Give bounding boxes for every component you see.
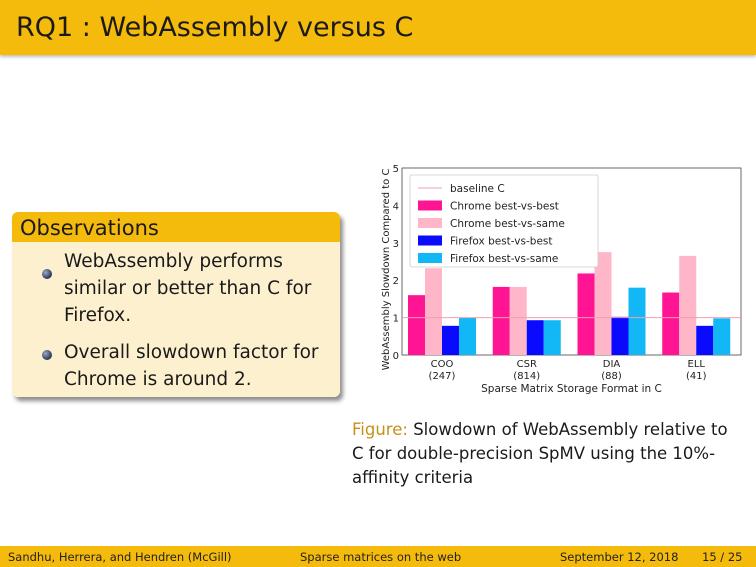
bullet-item: Overall slowdown factor for Chrome is ar… (64, 342, 319, 390)
observations-block: Observations WebAssembly performs simila… (12, 212, 340, 397)
bar (611, 316, 629, 355)
legend-label: Firefox best-vs-same (450, 253, 558, 265)
plot-frame (401, 167, 742, 356)
y-tick-label: 3 (393, 239, 399, 250)
bar (492, 286, 510, 355)
x-tick-label: COO (431, 359, 454, 370)
x-tick-count: (814) (513, 371, 540, 382)
bar (509, 286, 527, 355)
x-tick-count: (247) (429, 371, 456, 382)
footer-date: September 12, 2018 (560, 550, 679, 564)
x-axis-label: Sparse Matrix Storage Format in C (481, 383, 662, 395)
bar (459, 317, 476, 355)
observations-body: WebAssembly performs similar or better t… (12, 242, 340, 397)
legend-box (409, 174, 599, 268)
bullet-icon (42, 269, 52, 279)
slide-title: RQ1 : WebAssembly versus C (16, 12, 414, 43)
caption-text: Slowdown of WebAssembly relative to C fo… (352, 420, 728, 487)
legend-swatch (418, 235, 442, 246)
bar (662, 292, 680, 355)
footer: Sandhu, Herrera, and Hendren (McGill) Sp… (0, 546, 756, 567)
bar (408, 295, 425, 355)
bar (713, 318, 731, 355)
caption-label: Figure: (352, 420, 408, 439)
x-tick-label: CSR (517, 359, 537, 370)
legend-label: Firefox best-vs-best (450, 236, 553, 248)
legend-label: Chrome best-vs-best (450, 201, 559, 213)
bar (594, 252, 612, 355)
observations-header: Observations (12, 212, 340, 242)
bar (628, 287, 646, 355)
bar (679, 255, 697, 355)
title-bar: RQ1 : WebAssembly versus C (0, 0, 756, 55)
footer-authors: Sandhu, Herrera, and Hendren (McGill) (8, 550, 232, 564)
y-axis-label: WebAssembly Slowdown Compared to C (381, 169, 392, 371)
footer-page: 15 / 25 (702, 550, 743, 564)
observations-title: Observations (20, 216, 159, 240)
footer-talk: Sparse matrices on the web (300, 550, 462, 564)
figure-caption: Figure: Slowdown of WebAssembly relative… (352, 418, 742, 490)
legend-swatch (418, 253, 442, 263)
legend-swatch (418, 218, 442, 228)
y-tick-label: 4 (393, 201, 399, 212)
bar (543, 320, 561, 355)
bar (425, 268, 442, 355)
x-tick-count: (41) (686, 371, 707, 382)
legend-swatch (418, 200, 442, 211)
bar (442, 325, 459, 355)
bar (526, 320, 544, 355)
bullet-icon (42, 350, 52, 360)
y-tick-label: 0 (393, 351, 399, 362)
y-tick-label: 5 (393, 164, 399, 175)
x-tick-label: ELL (688, 359, 706, 370)
y-tick-label: 2 (393, 276, 399, 287)
legend-label: Chrome best-vs-same (450, 218, 565, 230)
bullet-item: WebAssembly performs similar or better t… (64, 251, 312, 326)
y-tick-label: 1 (393, 314, 399, 325)
bar (696, 325, 714, 355)
x-tick-label: DIA (603, 359, 621, 370)
legend-label: baseline C (450, 183, 505, 195)
x-tick-count: (88) (601, 371, 622, 382)
bar (577, 273, 595, 355)
